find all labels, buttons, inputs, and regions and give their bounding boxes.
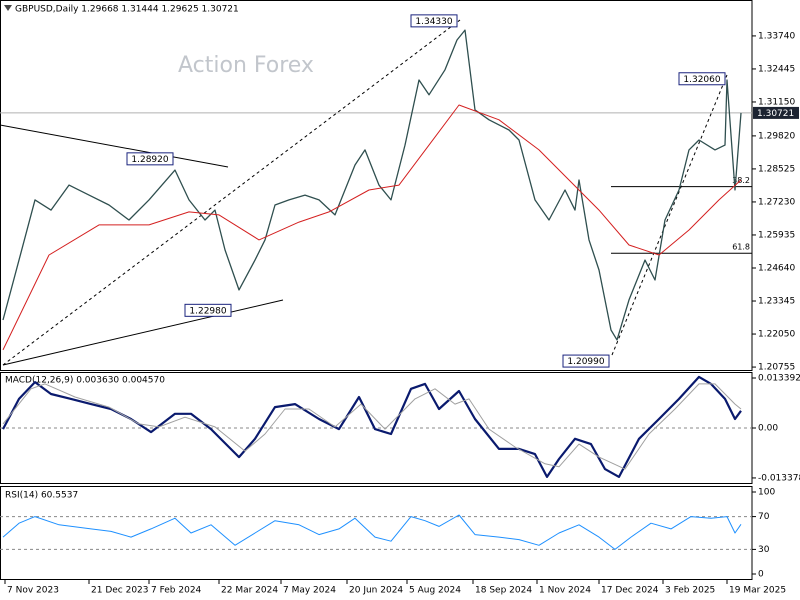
price-frame (0, 0, 753, 371)
rsi-title: RSI(14) 60.5537 (5, 491, 78, 501)
x-tick-label: 7 Nov 2023 (7, 586, 59, 596)
x-tick-label: 22 Mar 2024 (221, 586, 278, 596)
x-tick-label: 19 Mar 2025 (729, 586, 786, 596)
trend-line (0, 124, 229, 168)
series-line (2, 29, 742, 341)
y-tick-label: 1.33740 (758, 31, 795, 41)
x-tick-label: 18 Sep 2024 (475, 586, 532, 596)
y-tick-label: 70 (758, 512, 770, 522)
x-tick-label: 7 May 2024 (283, 586, 336, 596)
x-tick-label: 1 Nov 2024 (539, 586, 591, 596)
macd-title: MACD(12,26,9) 0.003630 0.004570 (5, 376, 165, 386)
x-tick-label: 7 Feb 2024 (151, 586, 202, 596)
x-tick-label: 5 Aug 2024 (409, 586, 461, 596)
x-tick-label: 3 Feb 2025 (665, 586, 715, 596)
y-tick-label: 1.27230 (758, 197, 795, 207)
y-tick-label: 1.31150 (758, 97, 795, 107)
series-line (2, 104, 742, 351)
x-tick-label: 21 Dec 2023 (91, 586, 149, 596)
y-tick-label: 1.25935 (758, 230, 795, 240)
y-tick-label: 1.24640 (758, 263, 795, 273)
fib-label: 61.8 (732, 243, 750, 252)
price-label-box (184, 303, 232, 317)
y-tick-label: 1.29820 (758, 131, 795, 141)
x-tick-label: 17 Dec 2024 (601, 586, 659, 596)
y-tick-label: 1.28525 (758, 164, 795, 174)
price-label-box (126, 152, 174, 166)
y-tick-label: 1.20755 (758, 363, 795, 373)
y-tick-label: 1.23345 (758, 297, 795, 307)
trend-lines (0, 19, 728, 366)
price-label-box (678, 72, 726, 86)
y-tick-label: 100 (758, 488, 775, 498)
y-tick-label: 30 (758, 545, 770, 555)
price-label-box (410, 14, 458, 28)
price-title: GBPUSD,Daily 1.29668 1.31444 1.29625 1.3… (15, 5, 239, 15)
y-tick-label: 1.32445 (758, 64, 795, 74)
y-tick-label: 0.013392 (758, 374, 800, 384)
x-tick-label: 20 Jun 2024 (349, 586, 403, 596)
symbol-icon (4, 5, 12, 11)
y-tick-label: -0.013378 (758, 473, 800, 483)
trend-line (611, 74, 728, 356)
series-line (2, 383, 742, 470)
y-tick-label: 0.00 (758, 424, 778, 434)
trend-line (2, 299, 284, 366)
price-label: 1.22980 (189, 306, 226, 316)
price-label: 1.34330 (415, 17, 452, 27)
watermark: Action Forex (178, 53, 314, 78)
price-label: 1.20990 (567, 357, 604, 367)
last-price-label: 1.30721 (757, 109, 794, 119)
y-tick-label: 1.22050 (758, 330, 795, 340)
price-label-box (562, 354, 610, 368)
last-price-box (753, 106, 799, 119)
price-label: 1.28920 (131, 155, 168, 165)
price-label: 1.32060 (683, 75, 720, 85)
y-tick-label: 0 (758, 570, 764, 580)
fib-label: 38.2 (732, 176, 750, 185)
series-line (2, 514, 742, 550)
rsi-frame (0, 486, 753, 580)
